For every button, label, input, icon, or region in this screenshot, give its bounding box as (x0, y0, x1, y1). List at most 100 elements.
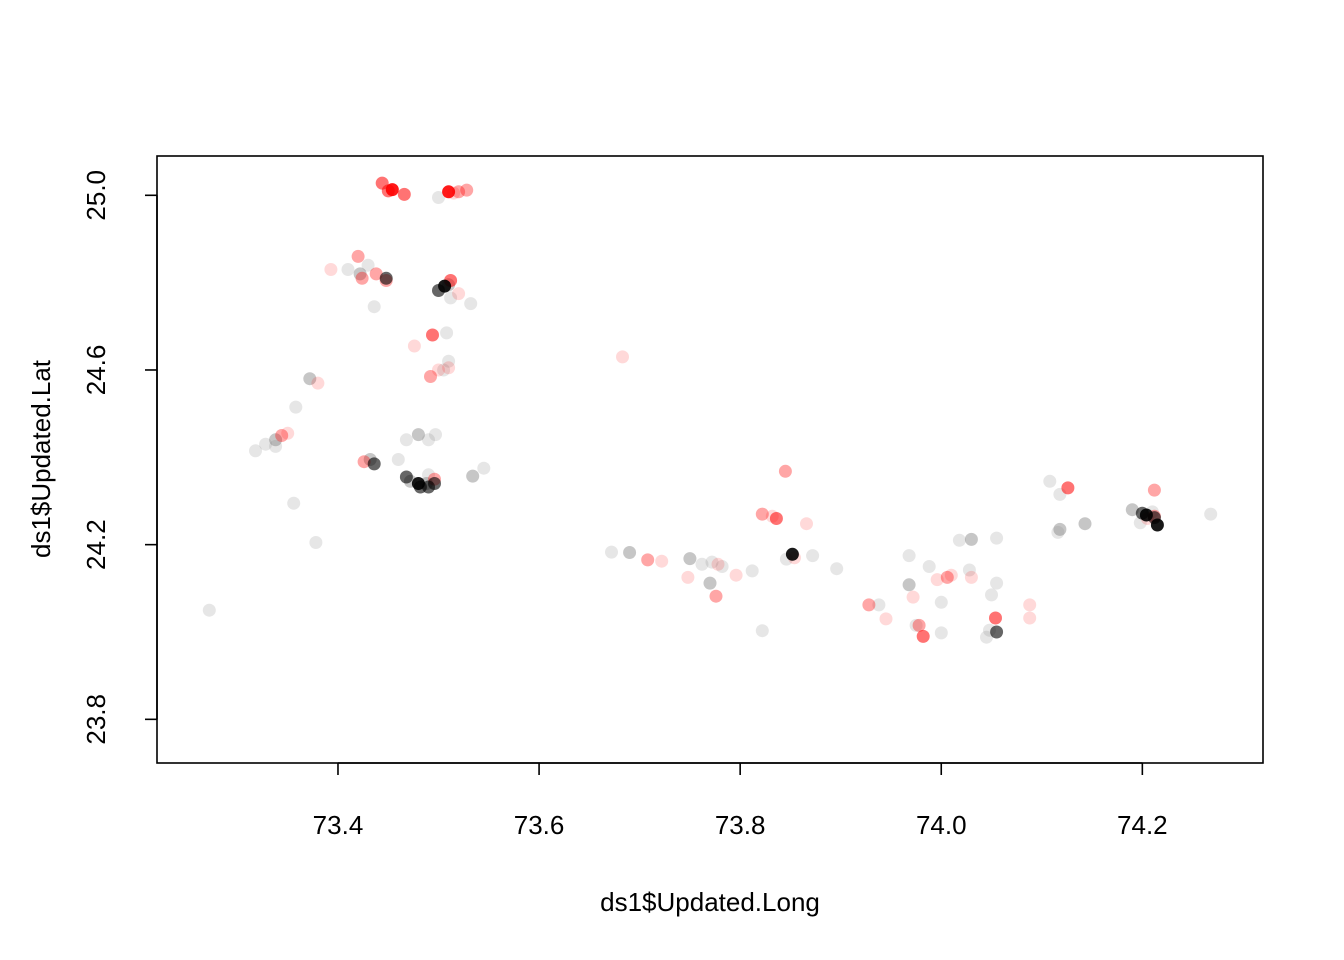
scatter-point (311, 376, 325, 390)
scatter-point (703, 576, 717, 590)
scatter-point (426, 328, 439, 342)
scatter-point (424, 370, 437, 383)
scatter-point (275, 429, 289, 442)
scatter-point (990, 576, 1004, 590)
scatter-point (872, 598, 886, 612)
scatter-point (785, 547, 799, 561)
scatter-point (655, 554, 669, 568)
scatter-point (357, 455, 371, 469)
scatter-point (442, 361, 456, 375)
scatter-point (1061, 481, 1075, 495)
scatter-point (1204, 507, 1218, 521)
scatter-point (202, 603, 216, 617)
scatter-point (1078, 517, 1092, 531)
scatter-point (442, 185, 456, 199)
scatter-point (952, 533, 966, 547)
scatter-point (830, 562, 844, 576)
scatter-point (912, 618, 926, 632)
scatter-point (269, 439, 283, 453)
x-axis-label: ds1$Updated.Long (600, 887, 820, 917)
scatter-point (964, 532, 978, 546)
scatter-point (709, 589, 723, 603)
scatter-point (324, 263, 338, 276)
scatter-point (934, 595, 948, 609)
scatter-point (755, 507, 769, 521)
x-tick-label: 73.4 (313, 810, 364, 840)
scatter-point (800, 517, 813, 531)
scatter-point (269, 433, 283, 447)
scatter-point (460, 183, 474, 197)
scatter-point (623, 546, 637, 559)
scatter-point (385, 183, 399, 197)
scatter-point (444, 291, 458, 305)
scatter-point (715, 560, 729, 573)
scatter-point (452, 185, 466, 199)
scatter-point (778, 464, 792, 478)
scatter-point (437, 363, 451, 377)
scatter-point (1147, 483, 1161, 497)
scatter-point (429, 428, 442, 442)
x-axis: 73.4 73.6 73.8 74.0 74.2 (313, 762, 1168, 840)
scatter-point (411, 477, 425, 490)
scatter-point (902, 549, 916, 563)
scatter-point (862, 598, 876, 612)
scatter-point (930, 573, 944, 587)
scatter-point (452, 287, 466, 301)
scatter-point (361, 258, 375, 272)
scatter-point (1053, 522, 1067, 536)
scatter-point (303, 372, 317, 386)
scatter-point (442, 354, 456, 368)
y-tick-label: 23.8 (81, 694, 111, 745)
scatter-point (879, 612, 893, 626)
scatter-point (440, 326, 454, 340)
scatter-point (616, 350, 629, 364)
scatter-point (902, 578, 916, 592)
scatter-point (605, 545, 618, 559)
scatter-point (249, 444, 262, 458)
scatter-point (1043, 474, 1057, 488)
scatter-point (681, 570, 695, 584)
scatter-point (934, 626, 948, 640)
scatter-point (432, 191, 445, 204)
scatter-point (351, 249, 365, 263)
points-layer (202, 176, 1218, 644)
scatter-point (411, 428, 425, 442)
scatter-point (399, 470, 413, 484)
x-tick-label: 73.6 (514, 810, 565, 840)
scatter-point (432, 363, 445, 377)
scatter-point (353, 267, 367, 281)
scatter-point (259, 437, 273, 451)
x-tick-label: 74.0 (916, 810, 967, 840)
scatter-point (477, 461, 491, 475)
scatter-point (397, 187, 411, 201)
scatter-point (281, 426, 295, 440)
y-axis-label: ds1$Updated.Lat (26, 359, 56, 558)
scatter-point (367, 300, 381, 314)
y-axis: 23.8 24.2 24.6 25.0 (81, 170, 158, 745)
scatter-point (990, 531, 1004, 545)
scatter-point (369, 267, 383, 281)
scatter-point (399, 433, 413, 447)
scatter-point (964, 570, 978, 584)
scatter-point (916, 629, 930, 643)
scatter-point (341, 263, 355, 276)
scatter-point (1150, 518, 1164, 532)
scatter-point (962, 563, 976, 577)
scatter-point (906, 590, 920, 604)
scatter-point (985, 588, 998, 602)
scatter-point (641, 553, 655, 567)
scatter-point (355, 271, 369, 285)
scatter-point (806, 549, 820, 563)
scatter-point (428, 477, 441, 490)
scatter-point (990, 625, 1004, 639)
scatter-point (980, 630, 993, 644)
scatter-point (379, 271, 393, 285)
scatter-point (695, 557, 709, 571)
scatter-point (755, 624, 769, 638)
scatter-point (407, 339, 421, 353)
scatter-point (464, 297, 478, 311)
scatter-point (287, 496, 301, 510)
scatter-point (745, 564, 759, 578)
scatter-point (309, 536, 323, 549)
scatter-point (683, 552, 697, 566)
